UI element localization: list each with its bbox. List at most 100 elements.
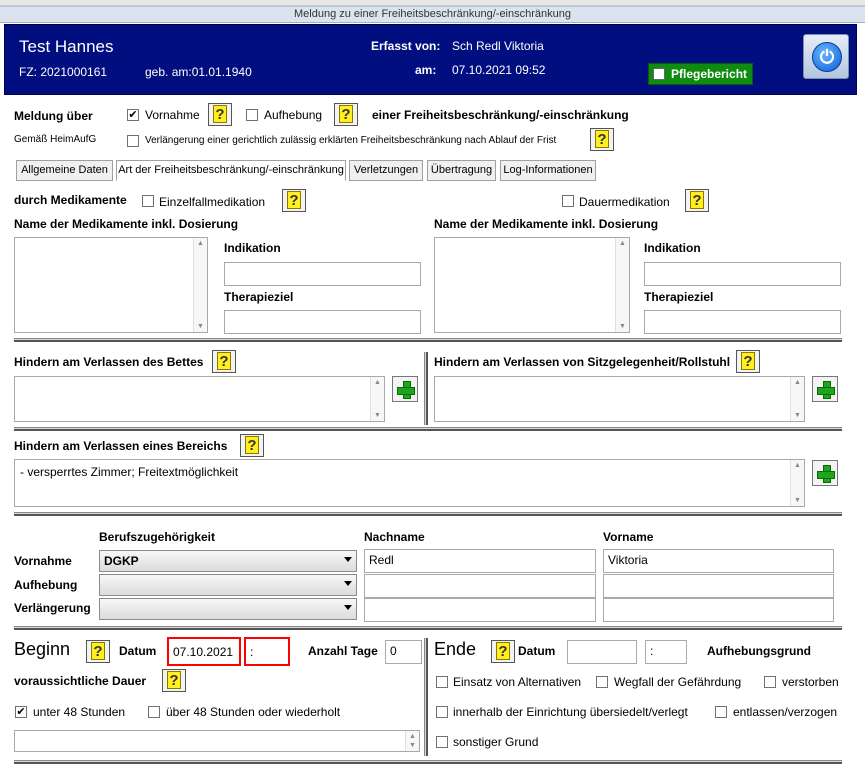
pflegebericht-checkbox[interactable]: Pflegebericht [648, 63, 753, 85]
therapieziel-label-left: Therapieziel [224, 290, 294, 304]
help-aufhebung-button[interactable]: ? [334, 103, 358, 126]
wegfall-checkbox[interactable] [596, 676, 608, 688]
add-sitz-button[interactable] [812, 376, 838, 402]
help-ende-button[interactable]: ? [491, 640, 515, 663]
help-dauer-button-2[interactable]: ? [162, 669, 186, 692]
indikation-label-right: Indikation [644, 241, 701, 255]
ende-zeit-input[interactable]: : [645, 640, 687, 664]
power-icon: ⏻ [812, 42, 842, 72]
therapieziel-label-right: Therapieziel [644, 290, 714, 304]
scrollbar[interactable]: ▲ ▼ [193, 238, 207, 332]
hindern-bereich-textarea[interactable]: - versperrtes Zimmer; Freitextmöglichkei… [14, 459, 805, 507]
help-einzelfall-button[interactable]: ? [282, 189, 306, 212]
therapieziel-input-right[interactable] [644, 310, 841, 334]
aufhebung-label: Aufhebung [264, 108, 323, 122]
power-button[interactable]: ⏻ [803, 34, 849, 79]
scrollbar[interactable]: ▲ ▼ [405, 731, 419, 751]
help-icon: ? [213, 105, 227, 123]
beginn-datum-label: Datum [119, 644, 157, 658]
wegfall-label: Wegfall der Gefährdung [614, 675, 742, 689]
verstorben-checkbox[interactable] [764, 676, 776, 688]
anzahl-tage-input[interactable]: 0 [385, 640, 422, 664]
scrollbar[interactable]: ▲ ▼ [615, 238, 629, 332]
tab-verletzungen[interactable]: Verletzungen [349, 160, 423, 181]
vertical-divider [424, 638, 428, 756]
help-vornahme-button[interactable]: ? [208, 103, 232, 126]
tab-log-informationen[interactable]: Log-Informationen [500, 160, 596, 181]
meldung-suffix: einer Freiheitsbeschränkung/-einschränku… [372, 108, 629, 122]
aufhebung-checkbox[interactable] [246, 109, 258, 121]
help-icon: ? [496, 642, 510, 660]
ueber48-checkbox[interactable] [148, 706, 160, 718]
help-beginn-button[interactable]: ? [86, 640, 110, 663]
unter48-label: unter 48 Stunden [33, 705, 126, 719]
indikation-input-left[interactable] [224, 262, 421, 286]
beginn-datum-input[interactable]: 07.10.2021 [167, 637, 241, 666]
hindern-bereich-text: - versperrtes Zimmer; Freitextmöglichkei… [20, 465, 239, 479]
verlaengerung-checkbox[interactable] [127, 135, 139, 147]
divider [14, 760, 842, 764]
hindern-bereich-label: Hindern am Verlassen eines Bereichs [14, 439, 228, 453]
einzelfall-checkbox[interactable] [142, 195, 154, 207]
einsatz-checkbox[interactable] [436, 676, 448, 688]
entlassen-label: entlassen/verzogen [733, 705, 838, 719]
dauer-checkbox[interactable] [562, 195, 574, 207]
divider [14, 626, 842, 630]
scrollbar[interactable]: ▲ ▼ [790, 460, 804, 506]
sonstiger-checkbox[interactable] [436, 736, 448, 748]
anzahl-tage-label: Anzahl Tage [308, 644, 378, 658]
beginn-zeit-input[interactable]: : [244, 637, 290, 666]
medikamente-label: durch Medikamente [14, 193, 127, 207]
beruf-select-vornahme[interactable]: DGKP [99, 550, 357, 572]
vorname-input-verlaengerung[interactable] [603, 598, 834, 622]
patient-header: Test Hannes FZ: 2021000161 geb. am:01.01… [4, 24, 857, 95]
nachname-input-aufhebung[interactable] [364, 574, 596, 598]
patient-birthdate: geb. am:01.01.1940 [145, 65, 252, 79]
row-label-verlaengerung: Verlängerung [14, 601, 91, 615]
tab-art-der-freiheitsbeschraenkung[interactable]: Art der Freiheitsbeschränkung/-einschrän… [116, 160, 346, 181]
divider [14, 512, 842, 516]
indikation-input-right[interactable] [644, 262, 841, 286]
help-sitz-button[interactable]: ? [736, 350, 760, 373]
help-verlaengerung-button[interactable]: ? [590, 128, 614, 151]
hindern-bett-textarea[interactable]: ▲ ▼ [14, 376, 385, 422]
beruf-select-verlaengerung[interactable] [99, 598, 357, 620]
help-dauer-button[interactable]: ? [685, 189, 709, 212]
indikation-label-left: Indikation [224, 241, 281, 255]
patient-name: Test Hannes [19, 37, 114, 56]
pflegebericht-check-box[interactable] [653, 68, 665, 80]
vertical-divider [424, 352, 428, 425]
beruf-select-aufhebung[interactable] [99, 574, 357, 596]
scrollbar[interactable]: ▲ ▼ [790, 377, 804, 421]
top-strip [0, 0, 865, 6]
therapieziel-input-left[interactable] [224, 310, 421, 334]
entlassen-checkbox[interactable] [715, 706, 727, 718]
erfasst-von-label: Erfasst von: [371, 39, 441, 53]
vorname-input-aufhebung[interactable] [603, 574, 834, 598]
add-bett-button[interactable] [392, 376, 418, 402]
nachname-input-vornahme[interactable]: Redl [364, 549, 596, 573]
unter48-checkbox[interactable]: ✔ [15, 706, 27, 718]
hindern-sitz-textarea[interactable]: ▲ ▼ [434, 376, 805, 422]
ende-title: Ende [434, 639, 477, 659]
help-icon: ? [245, 436, 259, 454]
beginn-title: Beginn [14, 639, 71, 659]
ende-datum-input[interactable] [567, 640, 637, 664]
verlaengerung-label: Verlängerung einer gerichtlich zulässig … [145, 135, 557, 146]
help-icon: ? [167, 671, 181, 689]
innerhalb-checkbox[interactable] [436, 706, 448, 718]
vorname-input-vornahme[interactable]: Viktoria [603, 549, 834, 573]
add-bereich-button[interactable] [812, 460, 838, 486]
med-name-textarea-left[interactable]: ▲ ▼ [14, 237, 208, 333]
help-bereich-button[interactable]: ? [240, 434, 264, 457]
dauer-textarea[interactable]: ▲ ▼ [14, 730, 420, 752]
med-name-textarea-right[interactable]: ▲ ▼ [434, 237, 630, 333]
nachname-input-verlaengerung[interactable] [364, 598, 596, 622]
aufhebungsgrund-label: Aufhebungsgrund [707, 644, 811, 658]
hindern-sitz-label: Hindern am Verlassen von Sitzgelegenheit… [434, 355, 731, 369]
help-bett-button[interactable]: ? [212, 350, 236, 373]
tab-allgemeine-daten[interactable]: Allgemeine Daten [16, 160, 113, 181]
tab-uebertragung[interactable]: Übertragung [427, 160, 496, 181]
scrollbar[interactable]: ▲ ▼ [370, 377, 384, 421]
vornahme-checkbox[interactable]: ✔ [127, 109, 139, 121]
